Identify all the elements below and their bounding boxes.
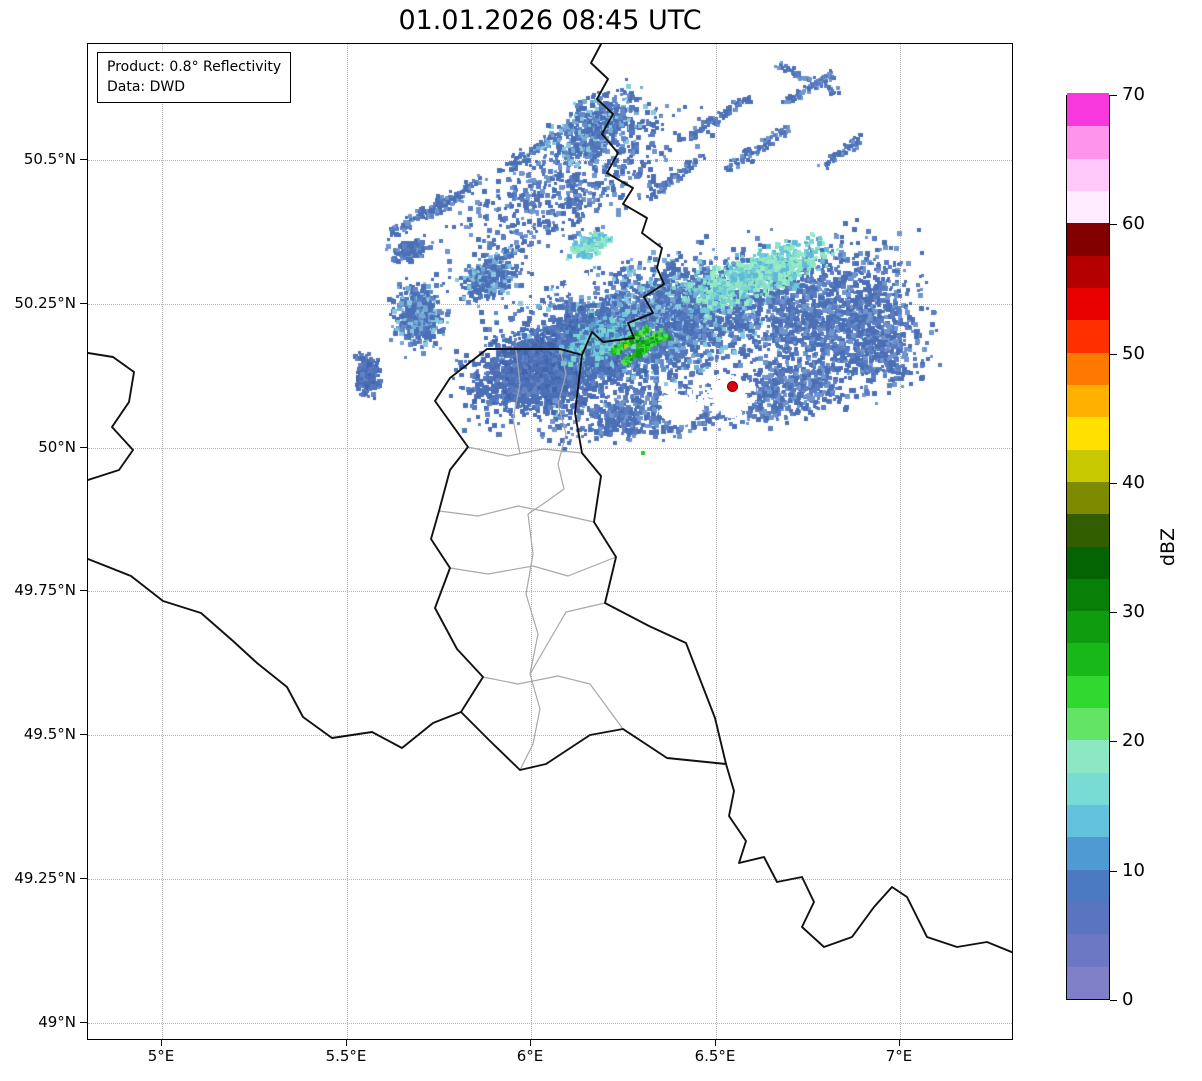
colorbar-tick-label: 60 [1122,213,1145,235]
colorbar-tick-mark [1110,224,1117,226]
product-label: Product: 0.8° Reflectivity [107,59,282,75]
colorbar-tick-mark [1110,95,1117,96]
colorbar-segment [1067,966,1109,999]
y-tick-mark [80,590,87,591]
y-tick-label: 50°N [38,438,76,456]
luxembourg-canton-borders [438,348,624,771]
radar-echo-canvas [88,44,1012,1039]
country-borders-overlay [88,44,1012,954]
x-tick-mark [346,1040,347,1046]
y-tick-mark [80,159,87,160]
colorbar-tick-label: 50 [1122,342,1145,364]
y-tick-mark [80,1022,87,1023]
colorbar-segment [1067,804,1109,838]
colorbar-tick-label: 20 [1122,730,1145,752]
colorbar-tick-mark [1110,1000,1117,1001]
x-tick-mark [715,1040,716,1046]
colorbar-tick-mark [1110,353,1117,355]
colorbar-segment [1067,642,1109,676]
y-tick-label: 49°N [38,1013,76,1031]
figure-title: 01.01.2026 08:45 UTC [398,5,702,36]
colorbar-segment [1067,901,1109,935]
y-tick-label: 50.5°N [23,150,76,168]
colorbar-unit-label: dBZ [1157,527,1179,567]
y-tick-mark [80,878,87,879]
colorbar-segment [1067,158,1109,191]
colorbar-segment [1067,933,1109,967]
colorbar-tick-label: 0 [1122,989,1134,1010]
colorbar-tick-label: 40 [1122,471,1145,493]
colorbar-segment [1067,448,1109,482]
x-tick-mark [161,1040,162,1046]
colorbar-segment [1067,352,1109,385]
colorbar-segment [1067,125,1109,159]
colorbar-tick-mark [1110,612,1117,614]
colorbar-tick-label: 70 [1122,84,1145,105]
y-tick-label: 49.25°N [14,869,76,887]
colorbar-segment [1067,836,1109,870]
colorbar-segment [1067,287,1109,321]
y-tick-mark [80,303,87,304]
colorbar-tick-mark [1110,482,1117,484]
y-tick-mark [80,447,87,448]
colorbar-tick-mark [1110,741,1117,743]
radar-site-marker [727,381,738,392]
colorbar-segment [1067,416,1109,450]
colorbar-segment [1067,190,1109,224]
x-tick-label: 5.5°E [325,1047,367,1065]
x-tick-label: 5°E [147,1047,175,1065]
colorbar-tick-label: 30 [1122,601,1145,623]
colorbar-segment [1067,319,1109,353]
x-tick-mark [899,1040,900,1046]
x-tick-label: 6.5°E [694,1047,736,1065]
colorbar-segment [1067,255,1109,288]
colorbar-segment [1067,384,1109,418]
x-tick-mark [530,1040,531,1046]
product-info-box: Product: 0.8° Reflectivity Data: DWD [97,52,292,103]
y-tick-mark [80,734,87,735]
x-tick-label: 6°E [516,1047,544,1065]
x-tick-label: 7°E [885,1047,913,1065]
y-tick-label: 49.5°N [23,725,76,743]
colorbar-segment [1067,739,1109,773]
luxembourg-border [430,348,727,771]
colorbar-segment [1067,707,1109,741]
colorbar-segment [1067,675,1109,709]
colorbar-tick-label: 10 [1122,859,1145,881]
france-belgium-border [88,558,462,749]
y-tick-label: 50.25°N [14,294,76,312]
colorbar-segment [1067,93,1109,127]
colorbar-segment [1067,545,1109,579]
givet-salient-border [88,352,135,481]
colorbar-segment [1067,578,1109,612]
colorbar-segment [1067,869,1109,903]
colorbar-segment [1067,772,1109,806]
data-source-label: Data: DWD [107,79,185,96]
france-germany-border [725,763,1012,954]
colorbar-segment [1067,481,1109,515]
map-plot-area: Product: 0.8° Reflectivity Data: DWD [87,43,1013,1040]
colorbar-segment [1067,222,1109,256]
belgium-germany-border [581,44,665,356]
colorbar-segment [1067,513,1109,547]
y-tick-label: 49.75°N [14,581,76,599]
colorbar [1066,93,1110,1000]
colorbar-segment [1067,610,1109,644]
colorbar-tick-mark [1110,870,1117,872]
